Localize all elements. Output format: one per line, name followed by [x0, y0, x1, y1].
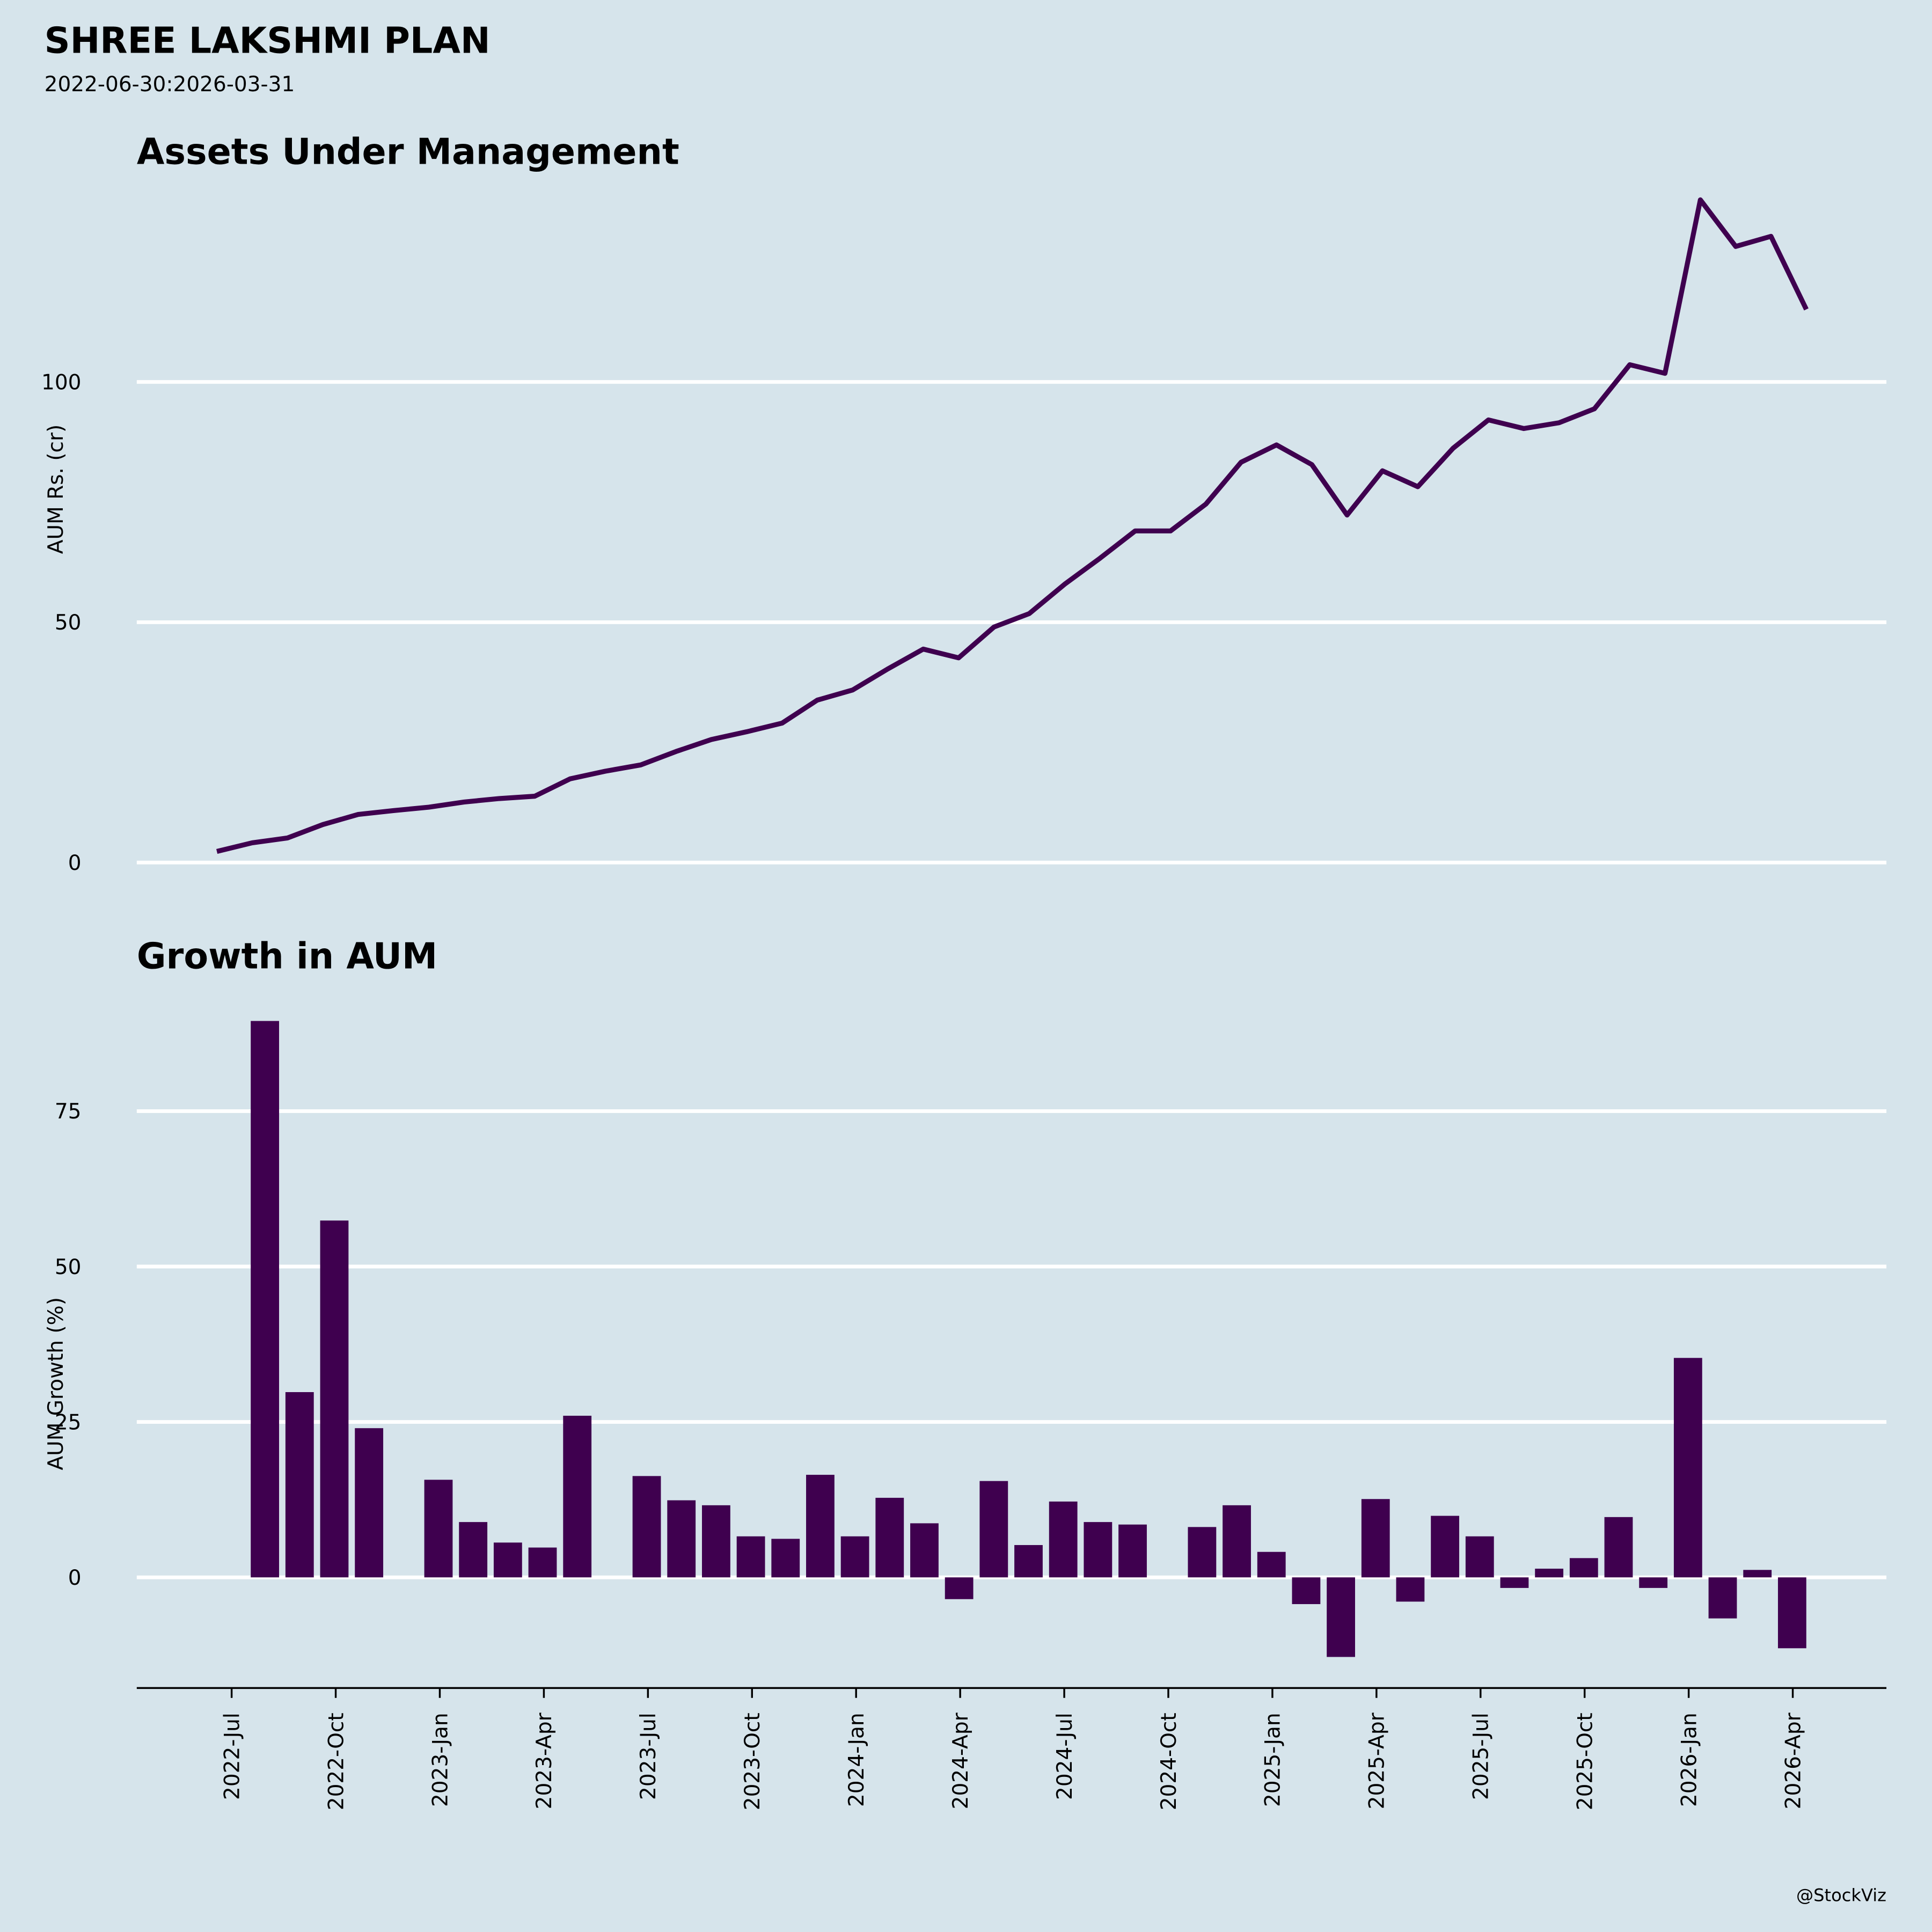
y-axis-label: AUM Growth (%) — [44, 1297, 68, 1470]
bar — [424, 1480, 453, 1578]
bar — [320, 1220, 349, 1578]
x-tick-label: 2025-Apr — [1365, 1712, 1389, 1809]
bar — [910, 1523, 939, 1578]
x-tick-label: 2022-Jul — [220, 1713, 244, 1800]
x-tick-label: 2024-Jul — [1053, 1713, 1077, 1800]
bar — [1604, 1517, 1633, 1578]
page-title: SHREE LAKSHMI PLAN — [45, 20, 491, 62]
x-tick-label: 2022-Oct — [324, 1713, 348, 1810]
bar — [459, 1522, 488, 1578]
y-tick-label: 0 — [68, 1566, 82, 1590]
x-tick-label: 2024-Apr — [949, 1712, 973, 1809]
bar — [979, 1481, 1008, 1578]
bar — [771, 1539, 800, 1578]
x-tick-label: 2025-Jul — [1469, 1713, 1494, 1800]
x-tick-label: 2024-Oct — [1157, 1713, 1181, 1810]
bar — [1049, 1501, 1078, 1578]
bar — [1327, 1577, 1355, 1657]
bar — [1257, 1552, 1286, 1578]
x-tick-label: 2025-Jan — [1261, 1713, 1285, 1807]
bar — [528, 1547, 557, 1578]
bar — [736, 1536, 765, 1578]
bar — [1188, 1527, 1217, 1578]
aum-line — [216, 197, 1809, 854]
bar — [1500, 1577, 1529, 1588]
y-tick-label: 75 — [55, 1100, 82, 1124]
bar — [702, 1505, 730, 1578]
bar — [1361, 1499, 1390, 1578]
bar — [285, 1392, 314, 1578]
y-tick-label: 50 — [55, 611, 82, 635]
y-tick-label: 25 — [55, 1410, 82, 1435]
bar — [493, 1542, 522, 1578]
bar — [632, 1476, 661, 1578]
bar — [563, 1416, 592, 1578]
y-tick-label: 50 — [55, 1255, 82, 1279]
x-tick-label: 2023-Oct — [741, 1713, 765, 1810]
bar — [1639, 1577, 1668, 1588]
bar — [1431, 1516, 1460, 1578]
bar — [1292, 1577, 1321, 1605]
panel-title: Growth in AUM — [137, 935, 437, 977]
bar — [251, 1021, 280, 1578]
bar — [1118, 1524, 1147, 1578]
bar — [840, 1536, 869, 1578]
bar — [355, 1428, 384, 1578]
bar — [1014, 1545, 1043, 1578]
bar — [1777, 1577, 1806, 1649]
x-tick-label: 2026-Jan — [1677, 1713, 1701, 1807]
bar — [1673, 1358, 1702, 1578]
y-tick-label: 0 — [68, 851, 82, 875]
bar — [667, 1500, 696, 1578]
bar — [1535, 1568, 1564, 1578]
bar — [1223, 1505, 1251, 1578]
bar — [1084, 1522, 1113, 1578]
bar — [1708, 1577, 1737, 1619]
bar — [1569, 1558, 1598, 1578]
credit: @StockViz — [1796, 1885, 1886, 1906]
y-axis-label: AUM Rs. (cr) — [44, 425, 68, 554]
x-tick-label: 2023-Jan — [428, 1713, 452, 1807]
x-tick-label: 2026-Apr — [1781, 1712, 1805, 1809]
bar — [875, 1497, 904, 1578]
bar — [1396, 1577, 1425, 1602]
bar — [1743, 1570, 1772, 1578]
y-tick-label: 100 — [41, 371, 81, 395]
x-tick-label: 2023-Apr — [532, 1712, 557, 1809]
bar — [1465, 1536, 1494, 1578]
bar — [806, 1475, 835, 1578]
x-tick-label: 2023-Jul — [636, 1713, 661, 1800]
page-subtitle: 2022-06-30:2026-03-31 — [45, 72, 295, 97]
panel-title: Assets Under Management — [137, 130, 679, 172]
x-tick-label: 2024-Jan — [845, 1713, 869, 1807]
x-tick-label: 2025-Oct — [1573, 1713, 1597, 1810]
bar — [945, 1577, 974, 1599]
